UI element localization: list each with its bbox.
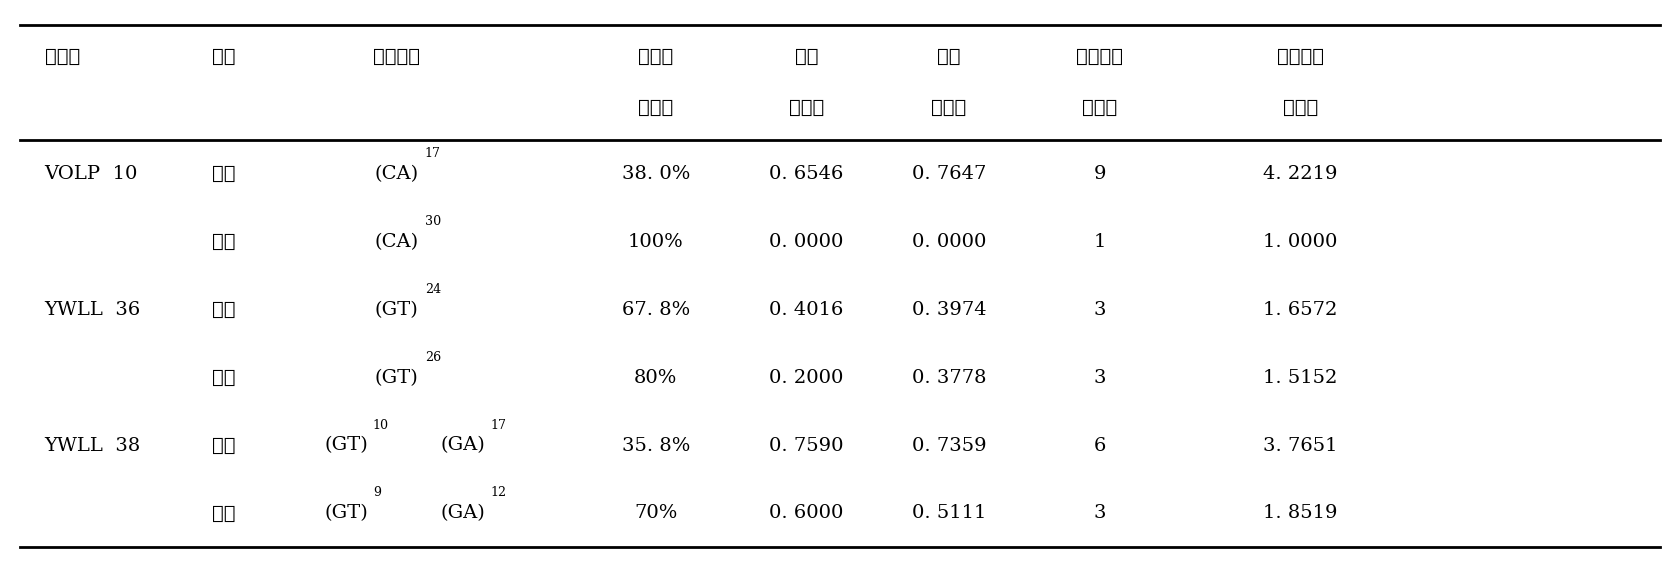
Text: (GT): (GT) xyxy=(375,369,418,387)
Text: 0. 5111: 0. 5111 xyxy=(912,505,986,522)
Text: 杂合度: 杂合度 xyxy=(790,99,825,117)
Text: 杂合度: 杂合度 xyxy=(931,99,966,117)
Text: 0. 7647: 0. 7647 xyxy=(912,165,986,183)
Text: 1. 5152: 1. 5152 xyxy=(1263,369,1337,387)
Text: 3: 3 xyxy=(1094,505,1105,522)
Text: 30: 30 xyxy=(425,215,440,228)
Text: 9: 9 xyxy=(1094,165,1105,183)
Text: 家驼: 家驼 xyxy=(212,437,235,455)
Text: 9: 9 xyxy=(373,486,381,500)
Text: 种类: 种类 xyxy=(212,48,235,66)
Text: 因频率: 因频率 xyxy=(638,99,674,117)
Text: 0. 3778: 0. 3778 xyxy=(912,369,986,387)
Text: YWLL  38: YWLL 38 xyxy=(45,437,141,455)
Text: 野驼: 野驼 xyxy=(212,369,235,387)
Text: 17: 17 xyxy=(425,147,440,160)
Text: 1. 0000: 1. 0000 xyxy=(1263,233,1337,251)
Text: 24: 24 xyxy=(425,283,440,296)
Text: 4. 2219: 4. 2219 xyxy=(1263,165,1337,183)
Text: 35. 8%: 35. 8% xyxy=(622,437,690,455)
Text: 观察: 观察 xyxy=(795,48,818,66)
Text: 等位基: 等位基 xyxy=(638,48,674,66)
Text: (GT): (GT) xyxy=(375,301,418,319)
Text: 0. 7359: 0. 7359 xyxy=(912,437,986,455)
Text: (GA): (GA) xyxy=(440,437,486,455)
Text: 0. 0000: 0. 0000 xyxy=(912,233,986,251)
Text: 重复序列: 重复序列 xyxy=(373,48,420,66)
Text: 家驼: 家驼 xyxy=(212,301,235,319)
Text: 12: 12 xyxy=(491,486,506,500)
Text: 0. 6546: 0. 6546 xyxy=(769,165,843,183)
Text: 3: 3 xyxy=(1094,301,1105,319)
Text: (CA): (CA) xyxy=(375,165,418,183)
Text: 1: 1 xyxy=(1094,233,1105,251)
Text: (GT): (GT) xyxy=(324,437,368,455)
Text: 67. 8%: 67. 8% xyxy=(622,301,690,319)
Text: 野驼: 野驼 xyxy=(212,233,235,251)
Text: 观测等位: 观测等位 xyxy=(1075,48,1122,66)
Text: 微卫星: 微卫星 xyxy=(45,48,81,66)
Text: (CA): (CA) xyxy=(375,233,418,251)
Text: 0. 7590: 0. 7590 xyxy=(769,437,843,455)
Text: 0. 6000: 0. 6000 xyxy=(769,505,843,522)
Text: (GT): (GT) xyxy=(324,505,368,522)
Text: 17: 17 xyxy=(491,418,506,431)
Text: 0. 0000: 0. 0000 xyxy=(769,233,843,251)
Text: YWLL  36: YWLL 36 xyxy=(45,301,141,319)
Text: 6: 6 xyxy=(1094,437,1105,455)
Text: VOLP  10: VOLP 10 xyxy=(45,165,138,183)
Text: (GA): (GA) xyxy=(440,505,486,522)
Text: 基因数: 基因数 xyxy=(1082,99,1117,117)
Text: 100%: 100% xyxy=(628,233,684,251)
Text: 70%: 70% xyxy=(633,505,677,522)
Text: 有效: 有效 xyxy=(937,48,961,66)
Text: 家驼: 家驼 xyxy=(212,165,235,183)
Text: 基因数: 基因数 xyxy=(1284,99,1319,117)
Text: 0. 2000: 0. 2000 xyxy=(769,369,843,387)
Text: 1. 6572: 1. 6572 xyxy=(1263,301,1337,319)
Text: 3. 7651: 3. 7651 xyxy=(1263,437,1337,455)
Text: 0. 3974: 0. 3974 xyxy=(912,301,986,319)
Text: 80%: 80% xyxy=(633,369,677,387)
Text: 有效等位: 有效等位 xyxy=(1277,48,1324,66)
Text: 0. 4016: 0. 4016 xyxy=(769,301,843,319)
Text: 10: 10 xyxy=(373,418,390,431)
Text: 3: 3 xyxy=(1094,369,1105,387)
Text: 野驼: 野驼 xyxy=(212,505,235,522)
Text: 38. 0%: 38. 0% xyxy=(622,165,690,183)
Text: 1. 8519: 1. 8519 xyxy=(1263,505,1337,522)
Text: 26: 26 xyxy=(425,350,440,363)
